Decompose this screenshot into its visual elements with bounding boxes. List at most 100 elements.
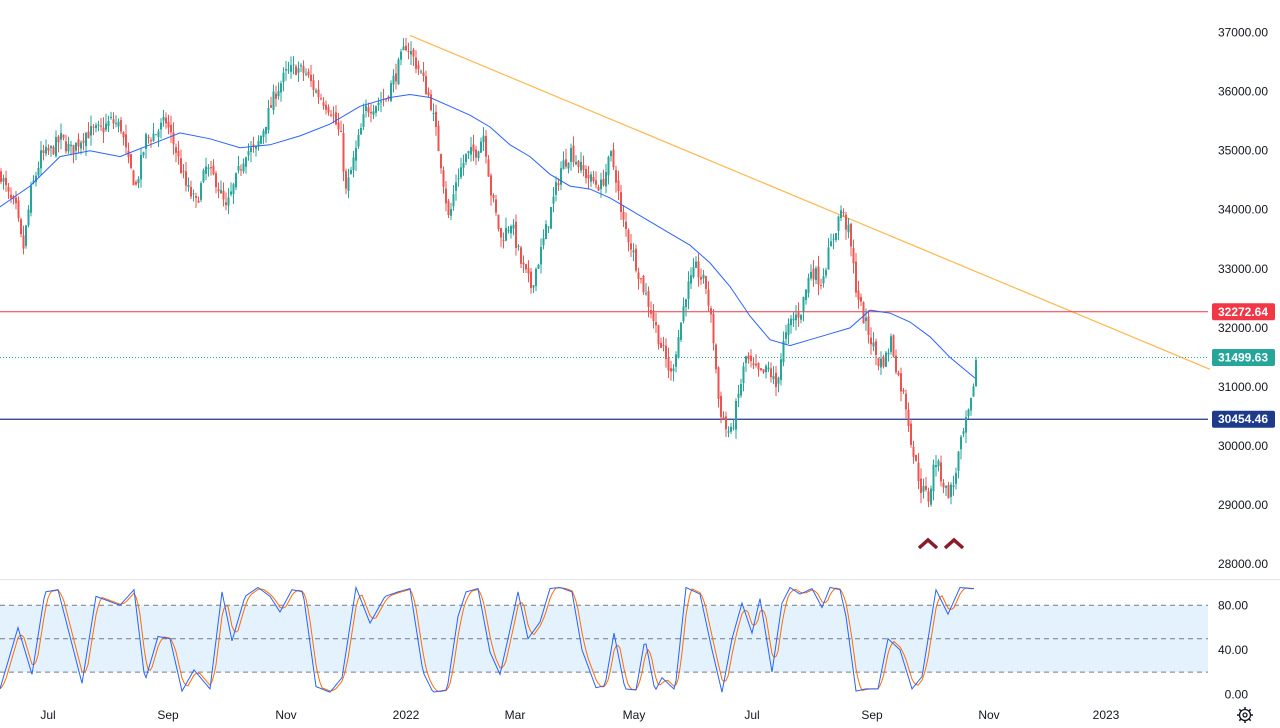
stochastic-k-line	[0, 585, 974, 693]
candle-body	[597, 187, 600, 191]
candle-body	[365, 105, 367, 111]
candle-body	[562, 160, 565, 170]
candle-body	[632, 250, 635, 253]
resistance-badge-label: 32272.64	[1218, 305, 1268, 319]
candle-body	[762, 369, 765, 373]
candle-body	[857, 290, 860, 300]
candle-body	[612, 149, 615, 168]
candle-body	[555, 182, 557, 195]
candle-body	[570, 147, 572, 162]
candle-body	[295, 66, 297, 75]
candle-body	[255, 146, 257, 149]
candle-body	[265, 126, 267, 134]
candle-body	[290, 65, 292, 72]
candle-body	[72, 144, 75, 154]
candle-body	[160, 122, 162, 130]
candle-body	[530, 271, 532, 289]
candle-body	[607, 157, 610, 176]
price-tick-label: 28000.00	[1218, 557, 1268, 571]
candle-body	[830, 241, 832, 247]
candle-body	[302, 66, 305, 73]
candle-body	[890, 336, 892, 352]
candle-body	[680, 322, 682, 340]
candle-body	[357, 135, 360, 147]
time-tick-label: Sep	[157, 708, 179, 722]
stochastic-d-line	[0, 587, 975, 693]
candle-body	[925, 486, 927, 490]
candle-body	[715, 344, 717, 370]
candle-body	[377, 102, 380, 106]
candle-body	[515, 221, 517, 248]
candle-body	[630, 243, 632, 250]
candle-body	[785, 332, 787, 339]
candle-body	[62, 134, 65, 138]
candle-body	[40, 150, 42, 169]
candle-body	[660, 342, 662, 348]
candle-body	[205, 166, 207, 174]
price-axis[interactable]: 37000.00 36000.00 35000.00 34000.00 33000.00…	[1212, 25, 1275, 571]
candle-body	[490, 175, 492, 196]
gear-icon-hub	[1242, 712, 1248, 718]
candle-body	[740, 383, 742, 396]
main-price-pane[interactable]	[0, 34, 1211, 550]
candle-body	[175, 147, 177, 153]
candle-body	[755, 363, 757, 366]
candle-body	[395, 73, 397, 82]
candle-body	[200, 183, 202, 200]
candle-body	[517, 245, 520, 247]
candle-body	[845, 214, 847, 230]
candle-body	[332, 114, 335, 116]
candle-body	[335, 112, 337, 125]
time-tick-label: Nov	[978, 708, 999, 722]
candle-body	[695, 261, 697, 268]
candle-body	[842, 211, 845, 213]
candle-body	[635, 248, 637, 271]
candle-body	[905, 393, 907, 410]
candle-body	[742, 366, 745, 383]
candle-body	[242, 163, 245, 172]
candle-body	[322, 102, 325, 106]
candle-body	[717, 367, 720, 399]
candle-body	[455, 182, 457, 191]
time-tick-label: Sep	[861, 708, 883, 722]
candle-body	[132, 170, 135, 186]
candle-body	[77, 139, 80, 147]
candle-body	[342, 133, 345, 172]
stochastic-pane[interactable]: 80.00 40.00 0.00	[0, 585, 1248, 702]
candle-body	[432, 113, 435, 115]
candle-body	[310, 74, 312, 81]
gear-icon[interactable]	[1237, 707, 1253, 723]
candle-body	[512, 224, 515, 229]
candle-body	[415, 57, 417, 69]
candle-body	[187, 184, 190, 188]
candle-body	[0, 171, 2, 182]
candle-body	[15, 197, 17, 204]
time-axis[interactable]: Jul Sep Nov 2022 Mar May Jul Sep Nov 2023	[40, 708, 1119, 722]
price-tick-label: 31000.00	[1218, 380, 1268, 394]
candle-body	[482, 135, 485, 143]
candle-body	[2, 178, 5, 182]
candle-body	[770, 368, 772, 378]
candle-body	[345, 171, 347, 189]
candle-body	[802, 296, 805, 313]
candle-body	[130, 154, 132, 168]
candle-body	[105, 123, 107, 130]
candle-body	[250, 147, 252, 152]
candle-body	[292, 64, 295, 66]
candle-body	[847, 224, 850, 233]
candle-body	[192, 193, 195, 195]
candle-body	[362, 114, 365, 127]
candle-body	[860, 296, 862, 302]
candle-body	[875, 341, 877, 355]
candle-body	[392, 75, 395, 85]
candle-body	[537, 264, 540, 269]
candle-body	[325, 104, 327, 110]
candle-body	[690, 275, 692, 284]
candle-body	[440, 154, 442, 169]
candle-body	[487, 159, 490, 177]
candle-body	[735, 400, 737, 430]
candle-body	[867, 316, 870, 335]
candle-body	[577, 160, 580, 168]
candle-body	[317, 89, 320, 98]
